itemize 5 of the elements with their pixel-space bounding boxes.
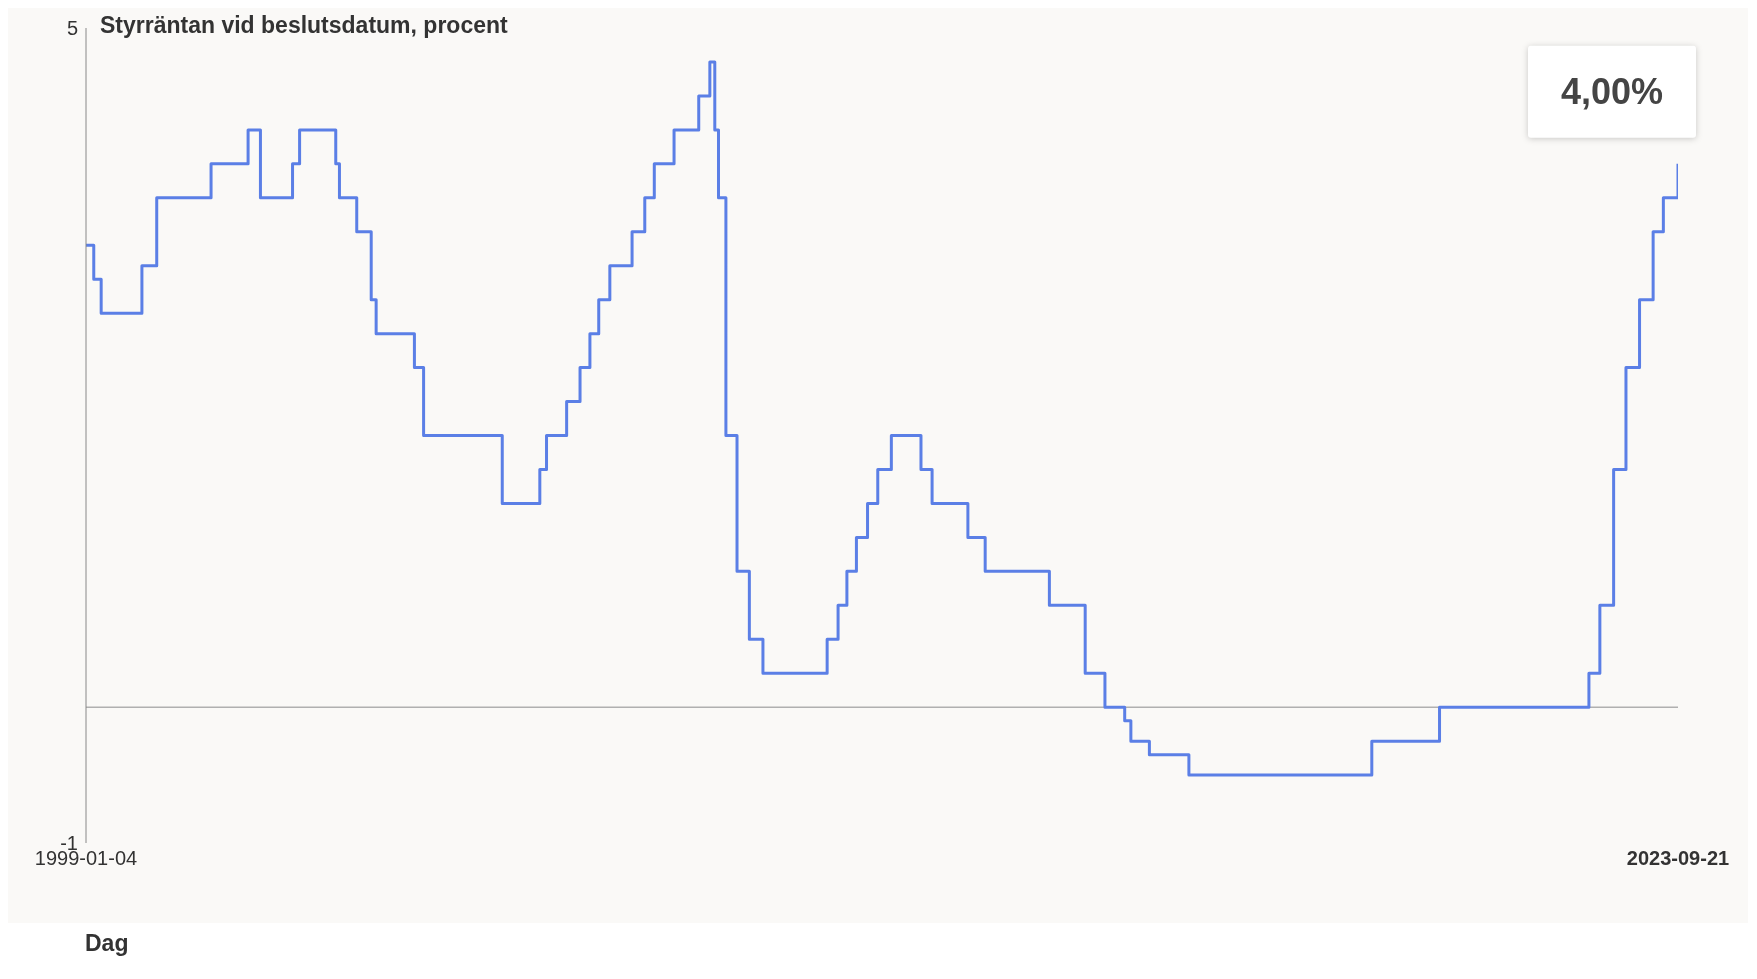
annotation: 4,00% [1560,70,1664,112]
y-tick-label: 5 [66,17,78,40]
chart-title: Styrräntan vid beslutsdatum, procent [100,12,508,39]
x-axis-title: Dag [85,930,129,957]
x-tick-label: 2023-09-21 [1626,847,1730,869]
